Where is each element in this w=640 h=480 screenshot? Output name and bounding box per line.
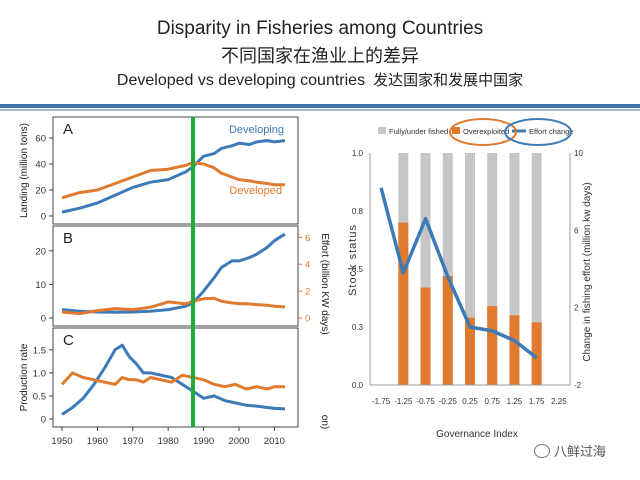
label-developed: Developed [229, 185, 282, 197]
y2-axis-label: Change in fishing effort (million kw day… [582, 182, 593, 361]
subtitle-cn: 发达国家和发展中国家 [373, 71, 524, 89]
ytick-label: 0.3 [352, 323, 364, 332]
series-line-developing-B [61, 232, 286, 314]
panel-letter-A: A [63, 121, 73, 138]
xtick-label: -0.25 [439, 397, 458, 406]
title-divider-thin [0, 109, 640, 111]
xtick-label: 1.25 [507, 397, 523, 406]
effort-change-line [379, 187, 538, 360]
ytick-label: 0.8 [352, 207, 364, 216]
legend-swatch-0 [378, 127, 386, 134]
y2tick-label: 10 [574, 149, 583, 158]
ytick-label: 0.5 [352, 265, 364, 274]
legend-swatch-1 [452, 127, 460, 134]
bar-total [531, 153, 542, 385]
slide-subtitle: Developed vs developing countries 发达国家和发展… [0, 69, 640, 90]
y2tick-label: 0 [305, 314, 310, 325]
y2tick-label: -2 [574, 381, 582, 390]
series-line-developing-A [61, 139, 286, 214]
bar-total [420, 153, 431, 385]
x-axis-label: Governance Index [436, 429, 518, 440]
xtick-label: -1.75 [372, 397, 391, 406]
xtick-label: 1950 [51, 436, 72, 447]
watermark-text: 八鲜过海 [554, 445, 607, 460]
ytick-label: 0 [41, 314, 46, 325]
xtick-label: 1980 [158, 436, 179, 447]
watermark: 八鲜过海 [534, 441, 606, 460]
bar-total [509, 153, 520, 385]
bar-total [487, 153, 498, 385]
y2-axis-label-partial: on) [319, 415, 330, 429]
xtick-label: -1.25 [394, 397, 413, 406]
bar-overexploited [420, 287, 431, 385]
ytick-label: 0.5 [33, 391, 46, 402]
panel-frame-C [52, 327, 299, 428]
xtick-label: 1970 [122, 436, 143, 447]
y2tick-label: 6 [574, 226, 579, 235]
y2tick-label: 4 [305, 260, 310, 271]
legend-highlight-effort [504, 118, 572, 146]
y2tick-label: 2 [574, 304, 579, 313]
ytick-label: 0.0 [352, 381, 364, 390]
bar-overexploited [465, 317, 475, 385]
xtick-label: 0.75 [484, 397, 500, 406]
y-axis-label: Production rate [19, 343, 30, 411]
ytick-label: 1.5 [33, 345, 46, 356]
panel-letter-C: C [63, 332, 74, 349]
ytick-label: 1.0 [352, 149, 364, 158]
y2-axis-label-effort: Effort (billion KW days) [319, 233, 330, 335]
ytick-label: 20 [35, 186, 46, 197]
slide-title-cn: 不同国家在渔业上的差异 [221, 46, 419, 67]
y-axis-label: Stock status [347, 224, 359, 296]
subtitle-en: Developed vs developing countries [116, 72, 366, 89]
series-line-developed-A [61, 161, 285, 200]
y-axis-label: Landing (million tons) [19, 123, 30, 218]
bar-overexploited [531, 322, 542, 385]
xtick-label: 2000 [228, 436, 249, 447]
xtick-label: -0.75 [416, 397, 435, 406]
wechat-icon [534, 444, 550, 458]
legend-highlight-overexploited [449, 118, 517, 146]
ytick-label: 40 [35, 160, 46, 171]
ytick-label: 20 [35, 246, 46, 257]
legend-label-0: Fully/under fished [389, 127, 448, 136]
bar-overexploited [509, 315, 520, 385]
bar-total [465, 153, 475, 385]
bar-overexploited [442, 275, 453, 385]
xtick-label: 2010 [264, 436, 285, 447]
ytick-label: 1.0 [33, 368, 46, 379]
slide-title: Disparity in Fisheries among Countries [156, 18, 484, 39]
bar-overexploited [398, 222, 409, 385]
ytick-label: 60 [35, 134, 46, 145]
xtick-label: 1.75 [529, 397, 545, 406]
xtick-label: 1990 [193, 436, 214, 447]
bar-overexploited [487, 306, 498, 385]
panel-letter-B: B [63, 230, 73, 247]
y2tick-label: 6 [305, 233, 310, 244]
xtick-label: 2.25 [551, 397, 567, 406]
series-line-developed-B [61, 296, 286, 316]
panel-frame-A [52, 116, 299, 225]
ytick-label: 10 [35, 280, 46, 291]
legend-label-2: Effort change [529, 127, 573, 136]
xtick-label: 1960 [87, 436, 108, 447]
ytick-label: 0 [41, 415, 46, 426]
label-developing: Developing [229, 124, 284, 136]
legend-label-1: Overexploited [463, 127, 509, 136]
bar-total [442, 153, 453, 385]
series-line-developed-C [60, 371, 285, 391]
panel-frame-B [52, 225, 299, 327]
ytick-label: 0 [41, 212, 46, 223]
title-divider [0, 104, 640, 108]
xtick-label: 0.25 [462, 397, 478, 406]
series-line-developing-C [61, 343, 286, 416]
y2tick-label: 2 [305, 287, 310, 298]
